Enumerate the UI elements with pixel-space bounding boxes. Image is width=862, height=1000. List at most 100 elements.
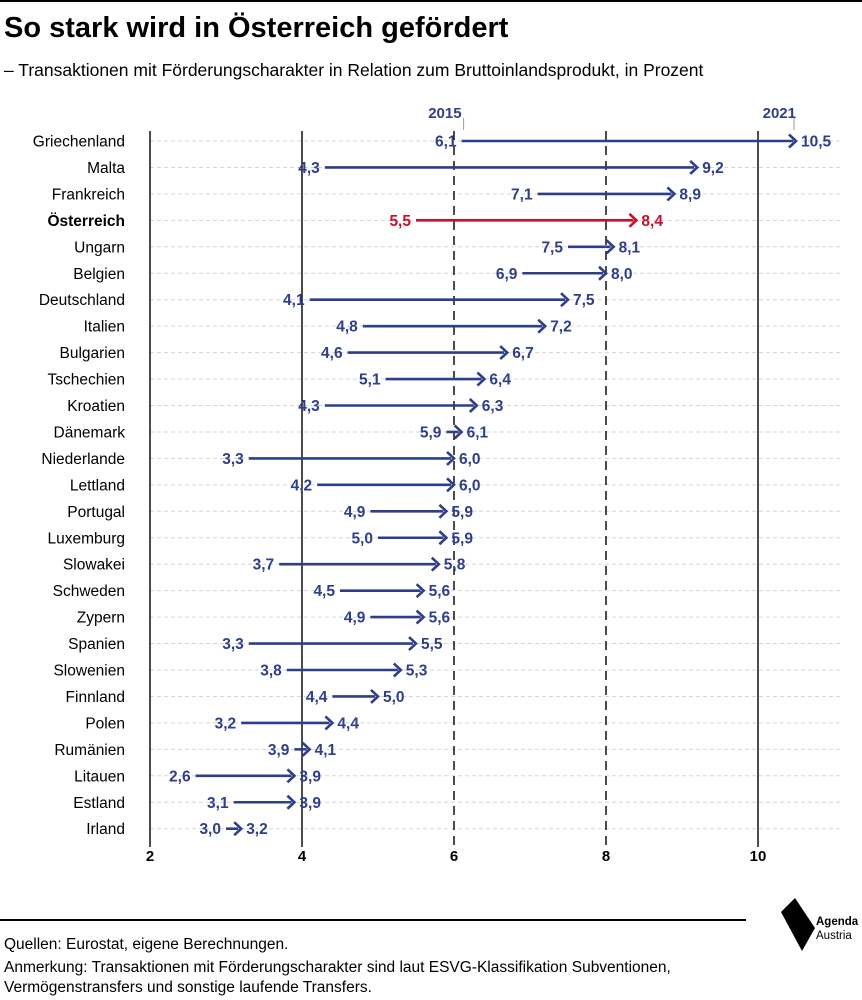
country-label: Lettland [70,477,125,494]
arrow-head [438,503,449,519]
arrow-head [430,556,441,572]
country-label: Litauen [74,768,125,785]
start-value-label: 3,7 [253,557,275,574]
top-rule [0,0,862,2]
start-value-label: 3,3 [222,636,244,653]
logo-name-line-1: Agenda [816,916,859,928]
country-label: Tschechien [47,372,125,389]
arrow-head [689,159,700,175]
start-value-label: 5,0 [351,530,373,547]
start-value-label: 4,4 [306,689,328,706]
country-label: Zypern [77,610,125,627]
start-value-label: 3,0 [199,821,221,838]
agenda-austria-logo-icon [781,898,815,951]
x-tick-label: 10 [750,848,767,865]
start-value-label: 3,9 [268,742,290,759]
arrow-head [286,794,297,810]
end-value-label: 3,9 [299,768,321,785]
end-value-label: 6,4 [489,372,511,389]
start-value-label: 2,6 [169,768,191,785]
country-label: Deutschland [39,292,125,309]
end-value-label: 3,9 [299,795,321,812]
start-value-label: 3,8 [260,663,282,680]
country-label: Italien [84,319,125,336]
start-value-label: 5,9 [420,424,442,441]
arrow-head [408,636,418,652]
arrow-head [666,186,677,202]
end-value-label: 5,0 [383,689,405,706]
country-label: Frankreich [52,186,125,203]
end-value-label: 5,6 [429,583,451,600]
arrow-head [286,768,297,784]
end-value-label: 6,0 [459,451,481,468]
arrow-head [628,212,639,228]
arrow-head [537,318,548,334]
arrow-head [605,239,616,255]
arrow-head [446,450,456,466]
arrow-head [438,530,449,546]
end-value-label: 5,6 [429,610,451,627]
start-value-label: 4,9 [344,610,366,627]
country-label: Belgien [73,266,125,283]
footer-rule [0,919,746,921]
end-value-label: 8,0 [611,266,633,283]
country-label: Niederlande [41,451,125,468]
country-label: Slowakei [63,557,125,574]
end-value-label: 5,9 [451,504,473,521]
arrow-head [499,345,510,361]
end-value-label: 7,5 [573,292,595,309]
arrow-head [370,688,380,704]
end-value-label: 6,3 [482,398,504,415]
annotation-line-1: Anmerkung: Transaktionen mit Förderungsc… [4,959,671,976]
country-label: Luxemburg [47,530,125,547]
start-value-label: 4,3 [298,160,320,177]
country-label: Griechenland [33,134,125,151]
end-value-label: 8,9 [679,186,701,203]
start-value-label: 5,5 [389,213,411,230]
arrow-head [415,609,426,625]
legend-end-label: 2021 [763,105,796,122]
legend-start-label: 2015 [428,105,461,122]
end-value-label: 5,9 [451,530,473,547]
start-value-label: 6,9 [496,266,518,283]
country-label: Schweden [53,583,125,600]
country-label: Bulgarien [60,345,126,362]
start-value-label: 7,5 [541,239,563,256]
start-value-label: 4,8 [336,319,358,336]
end-value-label: 9,2 [702,160,724,177]
end-value-label: 8,1 [619,239,641,256]
country-label: Ungarn [74,239,125,256]
start-value-label: 7,1 [511,186,533,203]
arrow-head [788,133,798,149]
arrow-head [392,662,403,678]
end-value-label: 6,0 [459,477,481,494]
country-label: Estland [73,795,125,812]
arrow-head [453,424,464,440]
end-value-label: 7,2 [550,319,572,336]
source-note: Quellen: Eurostat, eigene Berechnungen. [4,936,289,953]
end-value-label: 10,5 [801,134,832,151]
country-label: Irland [86,821,125,838]
end-value-label: 4,1 [315,742,337,759]
arrow-head [324,715,335,731]
country-label: Spanien [68,636,125,653]
x-tick-label: 8 [602,848,610,865]
start-value-label: 6,1 [435,134,457,151]
start-value-label: 4,9 [344,504,366,521]
chart-subtitle: – Transaktionen mit Förderungscharakter … [4,60,704,80]
end-value-label: 6,7 [512,345,534,362]
arrow-head [476,371,487,387]
end-value-label: 3,2 [246,821,268,838]
arrow-head [468,398,479,413]
arrow-head [233,821,244,837]
arrow-head [415,583,426,599]
x-tick-label: 4 [298,848,307,865]
end-value-label: 6,1 [467,424,489,441]
country-label: Österreich [47,213,125,230]
start-value-label: 4,2 [291,477,313,494]
end-value-label: 4,4 [337,715,359,732]
x-tick-label: 6 [450,848,458,865]
country-label: Malta [87,160,125,177]
end-value-label: 5,5 [421,636,443,653]
arrow-head [560,292,570,308]
